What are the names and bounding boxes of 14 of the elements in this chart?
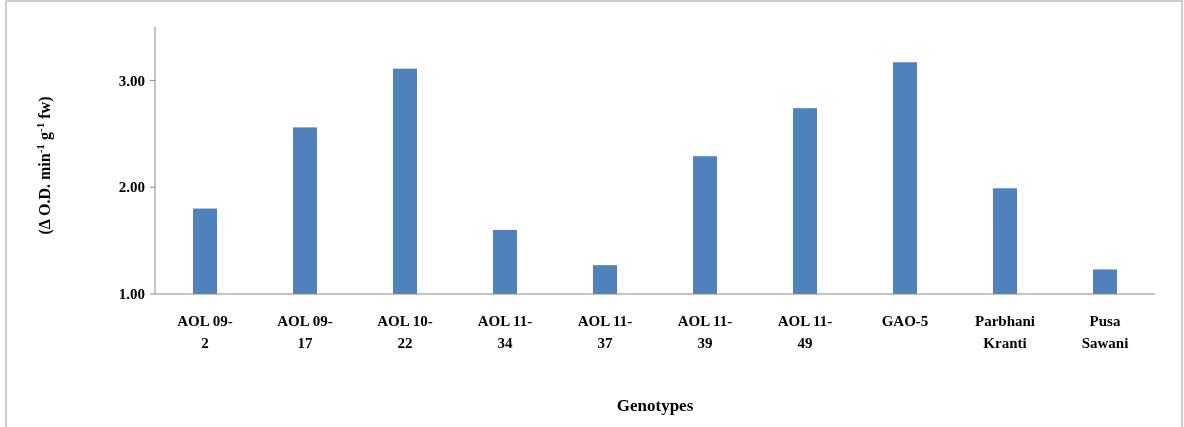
x-axis-title: Genotypes bbox=[616, 396, 694, 415]
x-tick-label: AOL 11-34 bbox=[477, 313, 533, 351]
x-tick-label: Pusa Sawani bbox=[1081, 313, 1129, 351]
x-tick-label: AOL 11-37 bbox=[577, 313, 633, 351]
y-tick-label: 2.00 bbox=[118, 179, 145, 196]
x-tick-label: Parbhani Kranti bbox=[974, 313, 1036, 351]
y-tick-label: 1.00 bbox=[118, 286, 145, 303]
y-tick-label: 3.00 bbox=[118, 72, 145, 89]
x-tick-label: AOL 11-39 bbox=[677, 313, 733, 351]
x-tick-label: AOL 09-17 bbox=[277, 313, 333, 351]
x-tick-label: GAO-5 bbox=[881, 313, 929, 329]
x-tick-label: AOL 09-2 bbox=[177, 313, 233, 351]
x-tick-label: AOL 11-49 bbox=[777, 313, 833, 351]
x-tick-label: AOL 10-22 bbox=[377, 313, 433, 351]
